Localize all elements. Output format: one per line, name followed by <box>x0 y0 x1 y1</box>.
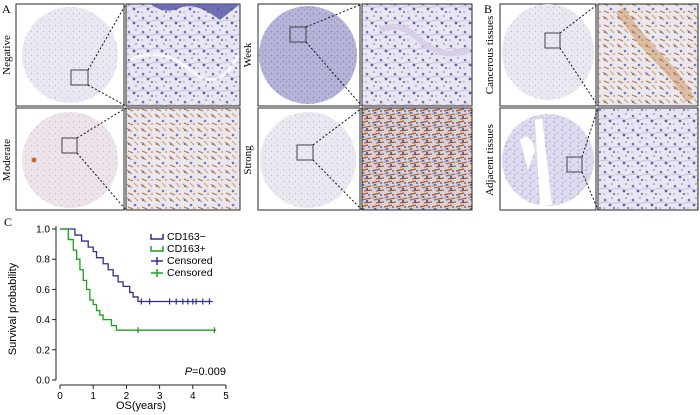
p-label: P <box>185 366 193 378</box>
zoom-box <box>289 26 307 43</box>
stain-cancerous <box>499 3 699 107</box>
zoom-line <box>581 171 599 211</box>
zoom-line <box>559 47 599 107</box>
legend-swatch <box>150 246 164 252</box>
zoom-box <box>544 32 561 49</box>
legend-item: Censored <box>151 255 213 267</box>
x-tick-label: 1 <box>90 391 96 402</box>
label-adjacent: Adjacent tissues <box>484 124 496 196</box>
survival-curve <box>60 228 217 331</box>
p-value-annotation: P=0.009 <box>185 366 226 378</box>
zoom-box <box>296 144 314 161</box>
legend-label: CD163+ <box>167 243 206 255</box>
y-tick-label: 0.6 <box>36 285 50 296</box>
zoom-line <box>87 84 127 107</box>
tissue-core <box>502 4 594 100</box>
zoom-panel <box>597 107 699 211</box>
zoom-box <box>566 156 583 173</box>
staining-figure: A B <box>1 2 699 211</box>
zoom-line <box>87 3 127 71</box>
zoom-box <box>70 69 89 86</box>
label-negative: Negative <box>1 35 13 75</box>
stain-strong <box>257 107 473 211</box>
stain-negative <box>15 3 241 107</box>
label-moderate: Moderate <box>1 139 13 181</box>
survival-curve <box>60 228 213 303</box>
x-tick-label: 5 <box>223 391 229 402</box>
series-cd163-negative <box>60 228 213 305</box>
x-tick-label: 0 <box>57 391 63 402</box>
zoom-line <box>76 107 127 139</box>
zoom-line <box>76 152 127 211</box>
zoom-panel <box>361 107 473 211</box>
panel-letter-c: C <box>4 215 12 229</box>
p-value: =0.009 <box>192 366 226 378</box>
y-axis-label: Survival probability <box>7 262 19 355</box>
legend-item: CD163− <box>150 231 206 243</box>
tissue-core <box>22 7 118 103</box>
y-tick-label: 0.2 <box>36 345 50 356</box>
x-tick-label: 3 <box>157 391 163 402</box>
y-tick-label: 1.0 <box>36 225 50 236</box>
legend-item: CD163+ <box>150 243 206 255</box>
y-tick-label: 0.4 <box>36 315 50 326</box>
y-tick-label: 0.0 <box>36 376 50 387</box>
chart-series <box>60 228 217 334</box>
y-tick-label: 0.8 <box>36 255 50 266</box>
legend-label: Censored <box>167 255 213 267</box>
legend-label: CD163− <box>167 231 206 243</box>
legend-swatch <box>150 234 164 240</box>
zoom-panel <box>125 107 241 211</box>
x-axis-label: OS(years) <box>116 400 166 412</box>
survival-chart: C 0.00.20.40.60.81.00 1 2 3 4 5 CD163−CD163+C… <box>4 215 229 412</box>
zoom-panel <box>361 3 473 107</box>
tissue-core <box>259 6 357 104</box>
series-cd163-positive <box>60 228 217 334</box>
legend-item: Censored <box>151 267 213 279</box>
stain-weak <box>257 3 473 107</box>
tissue-core <box>22 112 118 208</box>
zoom-panel <box>597 3 699 107</box>
zoom-line <box>581 107 599 158</box>
x-tick-label: 4 <box>190 391 196 402</box>
zoom-box <box>61 137 78 154</box>
stain-adjacent <box>499 107 699 211</box>
label-strong: Strong <box>242 145 254 175</box>
stain-moderate <box>15 107 241 211</box>
legend-label: Censored <box>167 267 213 279</box>
panel-letter-b: B <box>484 2 492 16</box>
label-week: Week <box>242 42 254 67</box>
x-tick-label: 2 <box>124 391 130 402</box>
panel-letter-a: A <box>2 2 11 16</box>
chart-axes: 0.0 0.2 0.4 0.6 0.8 1.0 0 1 2 3 4 5 <box>36 225 229 403</box>
label-cancerous: Cancerous tissues <box>484 16 496 95</box>
